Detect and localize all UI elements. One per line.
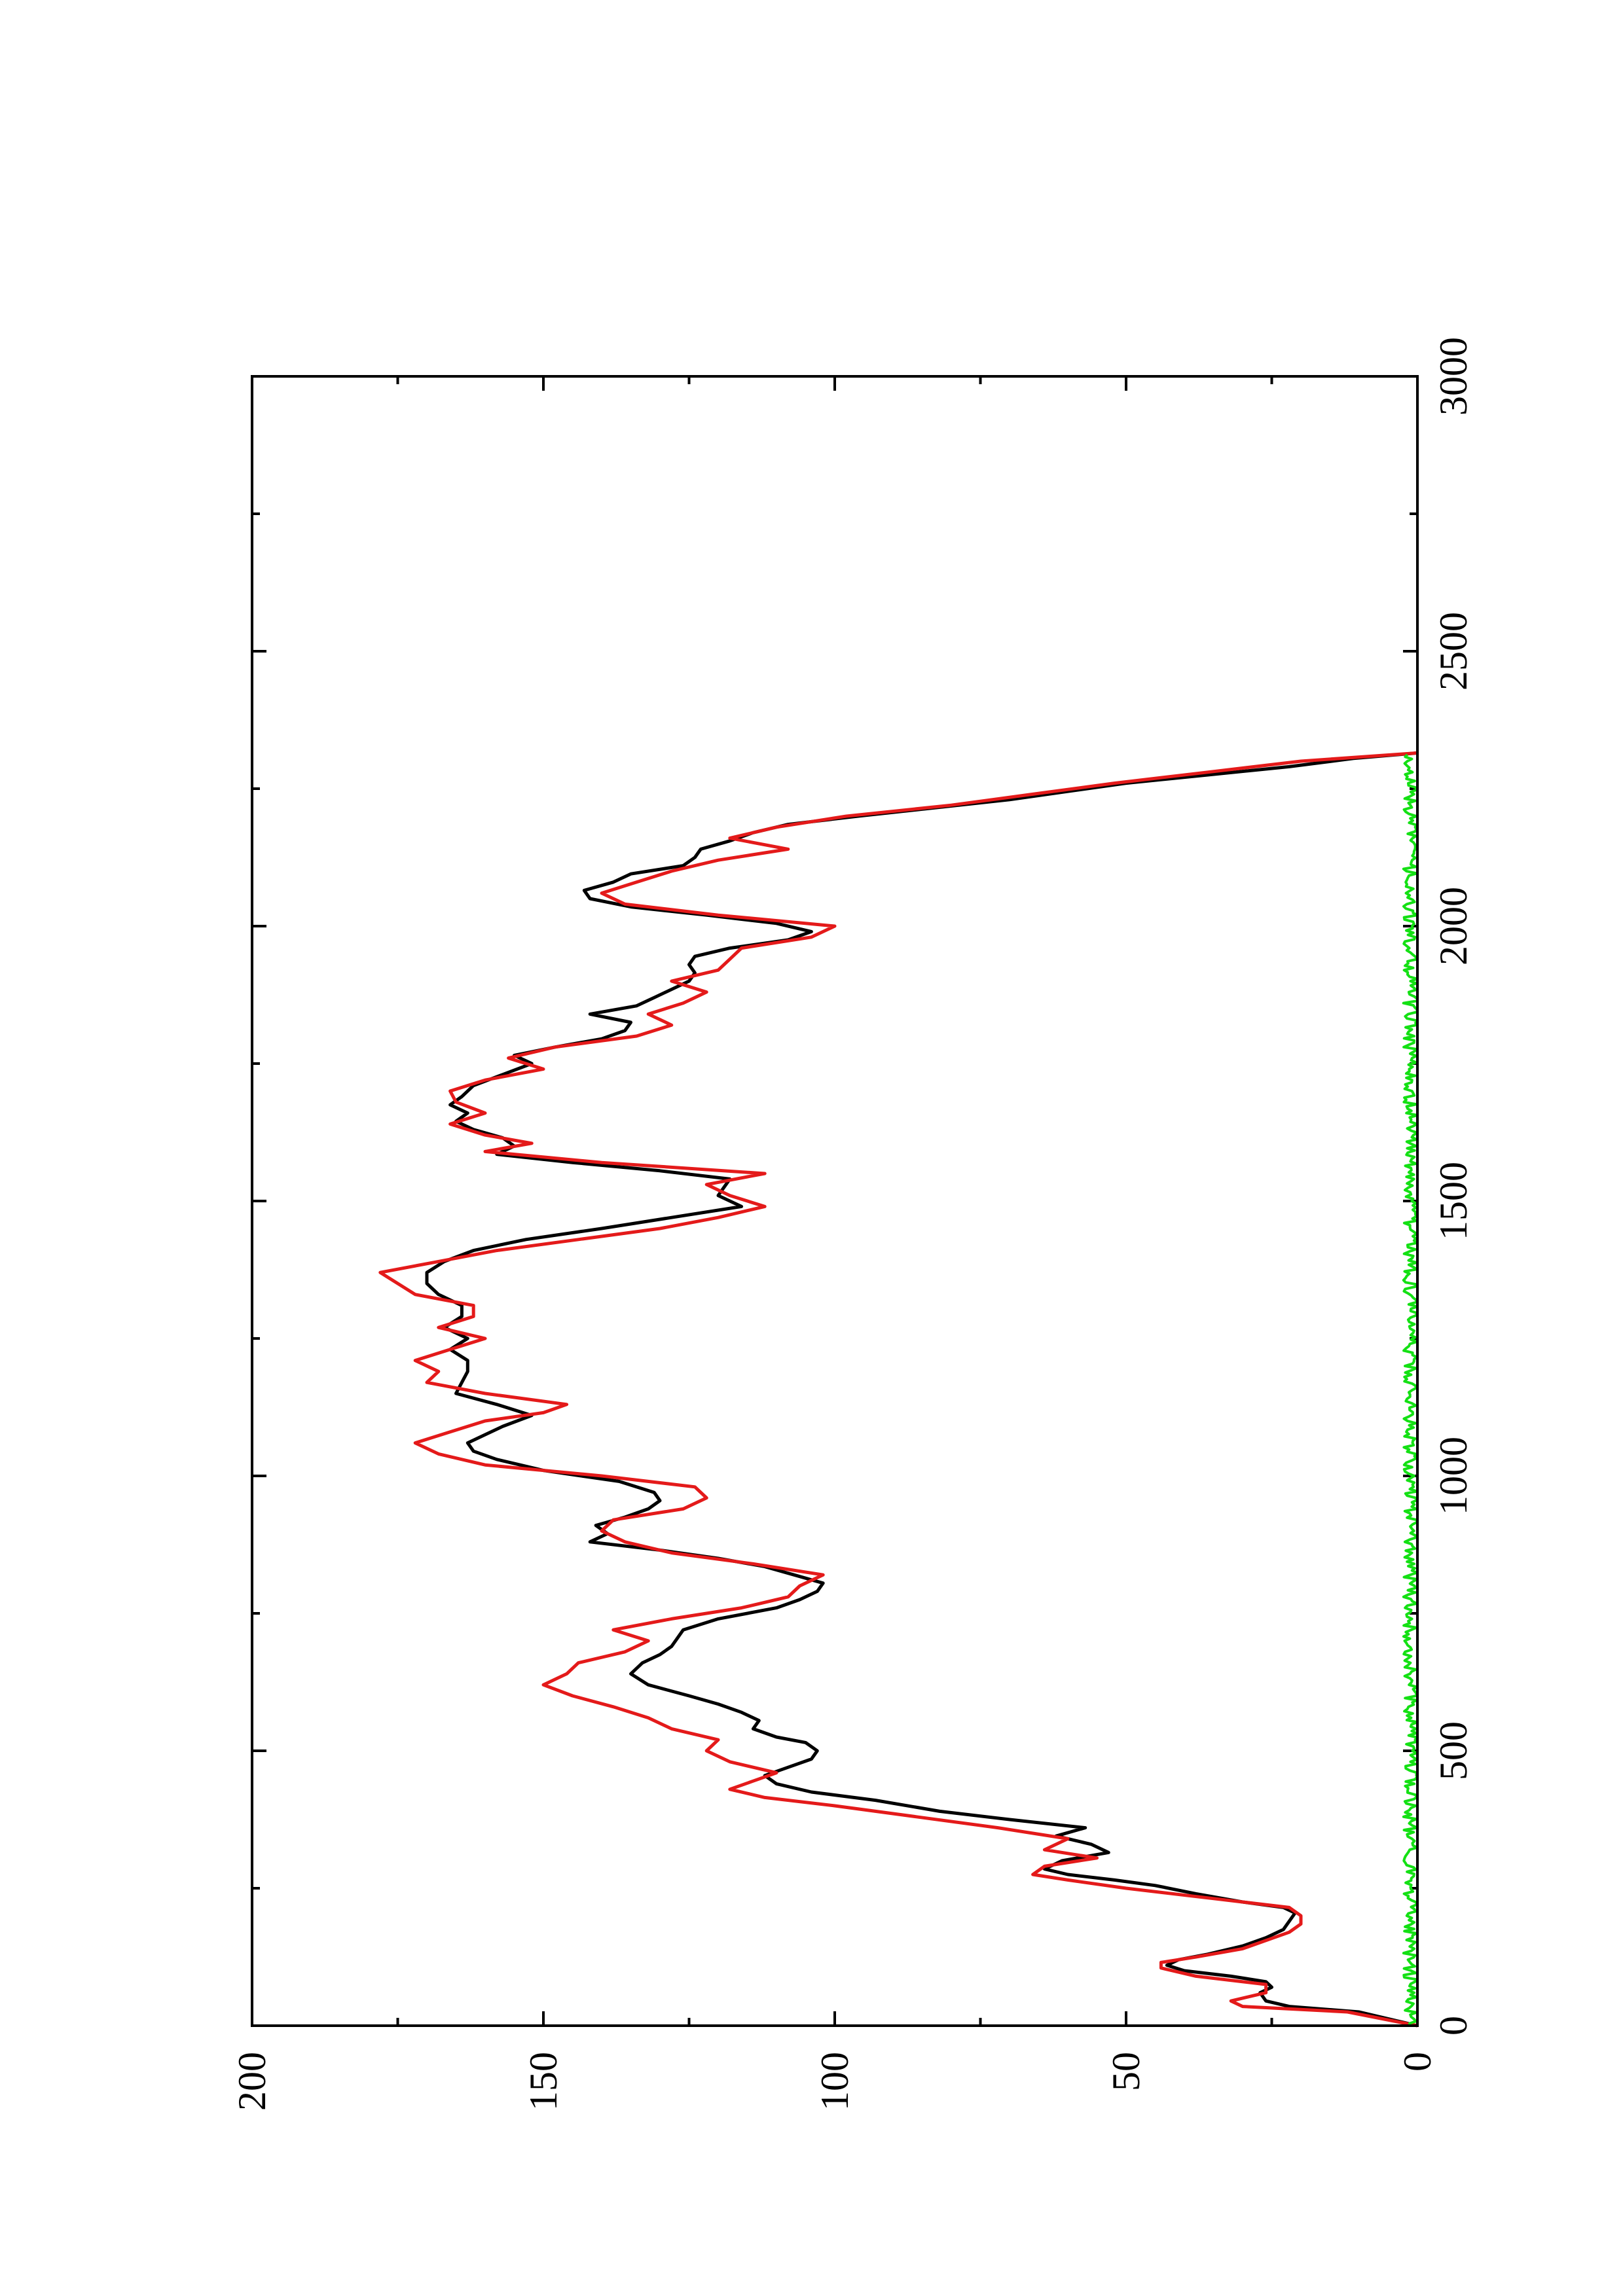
x-tick-label: 3000 xyxy=(1432,337,1475,416)
x-tick-label: 1500 xyxy=(1432,1162,1475,1240)
series-layer xyxy=(378,751,1419,2028)
y-tick-label: 150 xyxy=(522,2052,565,2111)
label-layer: 0 500 1000 1500 2000 2500 3000 0 50 100 150 200 xyxy=(230,337,1475,2111)
red-series-line xyxy=(378,751,1418,2028)
black-series-line xyxy=(425,751,1418,2028)
x-tick-label: 500 xyxy=(1432,1721,1475,1780)
y-tick-label: 50 xyxy=(1104,2052,1148,2091)
y-tick-label: 200 xyxy=(230,2052,274,2111)
x-tick-label: 0 xyxy=(1432,2016,1475,2036)
x-tick-label: 2500 xyxy=(1432,612,1475,691)
y-tick-label: 0 xyxy=(1396,2052,1439,2072)
y-tick-label: 100 xyxy=(813,2052,856,2111)
plot-frame xyxy=(251,375,1419,2027)
tick-layer xyxy=(251,375,1419,2027)
x-tick-label: 1000 xyxy=(1432,1437,1475,1515)
green-series-line xyxy=(1402,753,1419,2026)
x-tick-label: 2000 xyxy=(1432,887,1475,965)
